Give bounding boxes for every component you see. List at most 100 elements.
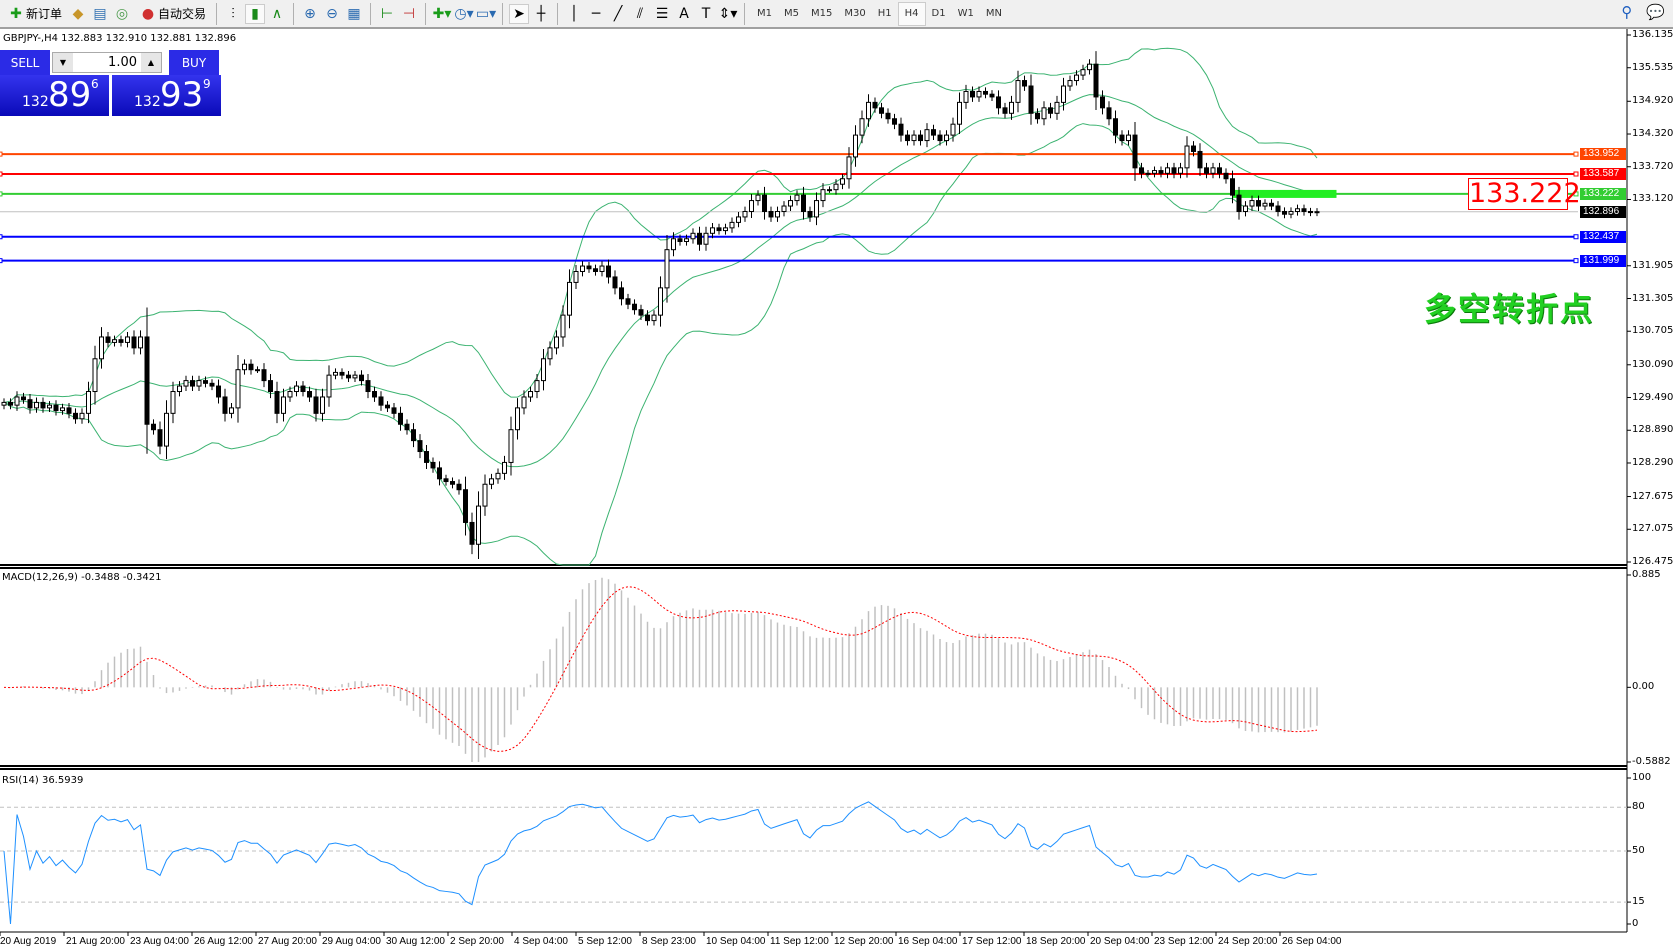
timeframe-h4[interactable]: H4 [897, 1, 926, 26]
candle-bull [911, 134, 917, 142]
turning-point-text[interactable]: 多空转折点 [1424, 290, 1595, 328]
sell-price[interactable]: 132 89 6 [0, 75, 109, 116]
navigator-icon[interactable]: ◎ [115, 5, 129, 22]
candle-bull [1061, 85, 1066, 103]
timeframe-m15[interactable]: M15 [811, 8, 833, 19]
indicators-icon[interactable]: ✚▾ [432, 5, 452, 22]
buy-price[interactable]: 132 93 9 [112, 75, 221, 116]
candle-bull [326, 374, 332, 398]
rsi-line [3, 801, 1318, 925]
candle-bear [313, 396, 319, 414]
candle-bear [222, 396, 228, 414]
candlestick-icon[interactable]: ▮ [245, 3, 266, 24]
templates-icon[interactable]: ▭▾ [475, 5, 497, 22]
price-tick-label: 126.475 [1632, 556, 1673, 567]
candle-bull [866, 101, 871, 120]
candle-bull [534, 380, 540, 393]
candle-bear [677, 238, 683, 242]
chat-icon[interactable]: 💬 [1646, 3, 1665, 21]
buy-button[interactable]: BUY [169, 50, 219, 76]
candle-bear [21, 396, 26, 401]
new-order-button[interactable]: ✚ 新订单 [2, 2, 66, 26]
chart-canvas[interactable] [0, 29, 1673, 951]
candle-bull [235, 369, 241, 409]
price-tick-label: 133.720 [1632, 160, 1673, 172]
candle-bull [924, 129, 930, 142]
divider [370, 2, 372, 25]
candle-bear [768, 210, 774, 218]
candle-bear [638, 309, 644, 316]
timeframe-m5[interactable]: M5 [784, 8, 800, 19]
bar-chart-icon[interactable]: ⫶ [231, 5, 235, 22]
chart-shift-icon[interactable]: ⊢ [380, 5, 394, 22]
candle-bear [203, 380, 208, 384]
candle-bull [1054, 101, 1060, 114]
candle-bear [417, 440, 423, 453]
macd-tick-label: 0.885 [1632, 569, 1661, 580]
macd-tick-label: -0.5882 [1632, 756, 1671, 767]
candle-bear [274, 391, 280, 414]
candle-bear [801, 194, 806, 212]
lot-size-input[interactable]: 1.00 [108, 55, 137, 70]
candle-bear [469, 521, 475, 545]
candle-bear [1048, 107, 1053, 114]
text-icon[interactable]: A [679, 5, 689, 22]
zoom-out-icon[interactable]: ⊖ [326, 5, 338, 22]
trendline-icon[interactable]: ╱ [613, 5, 623, 22]
vertical-line-icon[interactable]: │ [569, 5, 579, 22]
lot-increase-icon[interactable]: ▲ [141, 53, 161, 72]
candle-bull [229, 407, 234, 414]
timeframe-d1[interactable]: D1 [931, 8, 946, 19]
timeframe-mn[interactable]: MN [985, 8, 1002, 19]
timeframe-h1[interactable]: H1 [877, 8, 892, 19]
tile-windows-icon[interactable]: ▦ [347, 5, 361, 22]
level-price-label[interactable]: 133.222 [1468, 178, 1581, 210]
lot-size-stepper[interactable]: ▼ 1.00 ▲ [52, 52, 162, 73]
macd-tick-label: 0.00 [1632, 681, 1655, 693]
market-watch-icon[interactable]: ◆ [72, 5, 84, 22]
candle-bull [255, 369, 260, 372]
rsi-tick-label: 100 [1632, 772, 1652, 783]
candle-bull [976, 90, 982, 98]
candle-bull [138, 336, 143, 349]
cursor-icon[interactable]: ➤ [509, 3, 530, 24]
text-label-icon[interactable]: T [701, 5, 711, 22]
candle-bear [716, 227, 722, 232]
candle-bear [248, 363, 254, 371]
candle-bull [47, 404, 52, 409]
price-line-label: 133.587 [1580, 168, 1626, 180]
search-icon[interactable]: ⚲ [1621, 3, 1633, 21]
candle-bull [1184, 145, 1190, 169]
timeframe-m30[interactable]: M30 [844, 8, 866, 19]
line-handle [1573, 151, 1579, 157]
zoom-in-icon[interactable]: ⊕ [304, 5, 316, 22]
candle-bull [320, 396, 325, 414]
candle-bear [1106, 107, 1112, 120]
fibonacci-icon[interactable]: ☰ [655, 5, 669, 22]
candle-bear [1223, 172, 1229, 180]
line-handle [1573, 258, 1579, 264]
sell-button[interactable]: SELL [0, 50, 50, 76]
candle-bull [1165, 167, 1170, 174]
candle-bull [944, 134, 949, 142]
candle-bull [242, 363, 247, 371]
candle-bear [807, 210, 813, 218]
arrows-icon[interactable]: ⇕▾ [718, 5, 738, 22]
timeframe-m1[interactable]: M1 [757, 8, 773, 19]
auto-trading-button[interactable]: ● 自动交易 [134, 2, 210, 26]
candle-bear [762, 194, 767, 212]
lot-decrease-icon[interactable]: ▼ [53, 53, 73, 72]
data-window-icon[interactable]: ▤ [93, 5, 107, 22]
timeframe-w1[interactable]: W1 [957, 8, 974, 19]
autoscroll-icon[interactable]: ⊣ [402, 5, 416, 22]
buy-price-fraction: 9 [203, 77, 211, 91]
periods-icon[interactable]: ◷▾ [454, 5, 474, 22]
price-tick-label: 130.705 [1632, 325, 1673, 337]
time-tick-label: 29 Aug 04:00 [322, 936, 381, 947]
crosshair-icon[interactable]: ┼ [536, 5, 546, 22]
price-tick-label: 131.305 [1632, 292, 1673, 304]
candle-bear [307, 391, 312, 398]
equidistant-channel-icon[interactable]: ⫽ [636, 5, 644, 22]
line-chart-icon[interactable]: ∧ [271, 5, 283, 22]
horizontal-line-icon[interactable]: ─ [591, 5, 601, 22]
